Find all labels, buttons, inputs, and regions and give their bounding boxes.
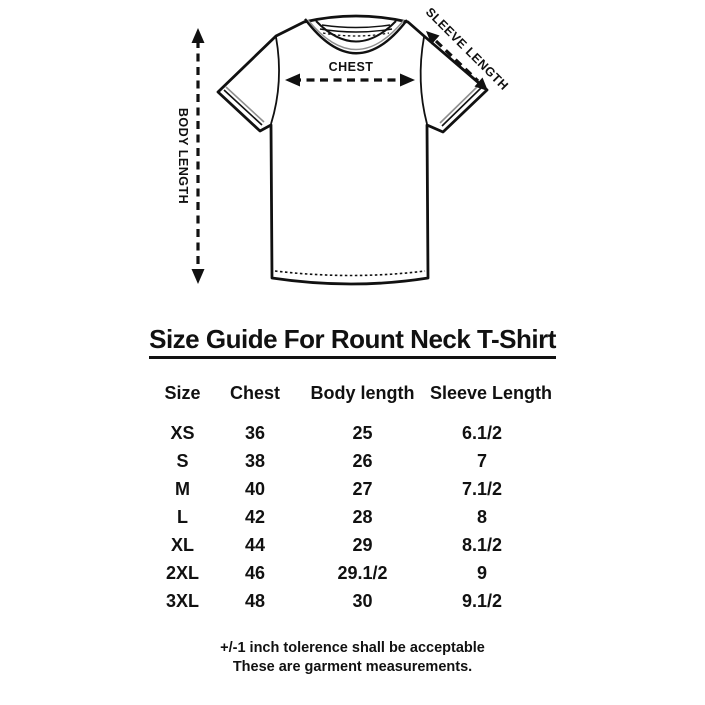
col-header-body-length: Body length bbox=[310, 383, 415, 403]
sleeve-length-cell: 8.1/2 bbox=[461, 535, 503, 555]
body-length-cell: 30 bbox=[352, 591, 373, 611]
tshirt-measurement-diagram: CHEST BODY LENGTH SLEEVE LENGTH bbox=[0, 0, 705, 312]
left-armhole-seam bbox=[270, 36, 280, 125]
tolerance-note: +/-1 inch tolerence shall be acceptable … bbox=[0, 639, 705, 677]
chest-cell: 36 bbox=[244, 423, 266, 443]
body-length-cell: 27 bbox=[352, 479, 373, 499]
right-armhole-seam bbox=[419, 36, 428, 125]
size-cell: 2XL bbox=[165, 563, 199, 583]
tshirt-diagram-svg: CHEST BODY LENGTH SLEEVE LENGTH bbox=[176, 5, 511, 286]
col-header-size: Size bbox=[164, 383, 201, 403]
col-header-sleeve-length: Sleeve Length bbox=[430, 383, 553, 403]
body-length-cell: 29 bbox=[352, 535, 373, 555]
title-section: Size Guide For Rount Neck T-Shirt bbox=[0, 324, 705, 359]
chest-cell: 46 bbox=[244, 563, 266, 583]
tshirt-outline bbox=[216, 14, 489, 286]
chest-cell: 42 bbox=[244, 507, 266, 527]
sleeve-length-cell: 9 bbox=[476, 563, 487, 583]
body-length-cell: 28 bbox=[352, 507, 373, 527]
tolerance-note-line1: +/-1 inch tolerence shall be acceptable bbox=[220, 640, 485, 656]
body-length-cell: 26 bbox=[352, 451, 373, 471]
left-cuff-stitch bbox=[223, 86, 265, 126]
sleeve-length-cell: 6.1/2 bbox=[461, 423, 503, 443]
chest-arrow: CHEST bbox=[285, 60, 415, 87]
col-header-chest: Chest bbox=[229, 383, 280, 403]
chest-cell: 38 bbox=[244, 451, 266, 471]
body-length-cell: 25 bbox=[352, 423, 373, 443]
right-cuff-stitch bbox=[439, 84, 482, 127]
body-length-cell: 29.1/2 bbox=[337, 563, 388, 583]
sleeve-length-cell: 7.1/2 bbox=[461, 479, 503, 499]
collar bbox=[304, 18, 408, 55]
chest-cell: 48 bbox=[244, 591, 266, 611]
size-cell: M bbox=[175, 479, 190, 499]
hem-stitch bbox=[274, 270, 426, 277]
sleeve-length-cell: 8 bbox=[476, 507, 487, 527]
size-cell: L bbox=[177, 507, 188, 527]
size-cell: XS bbox=[170, 423, 195, 443]
body-length-arrow: BODY LENGTH bbox=[176, 28, 205, 284]
sleeve-length-cell: 7 bbox=[476, 451, 487, 471]
chest-cell: 44 bbox=[244, 535, 266, 555]
size-table: Size Chest Body length Sleeve Length XS … bbox=[150, 383, 705, 615]
chest-label: CHEST bbox=[329, 60, 374, 74]
page-title: Size Guide For Rount Neck T-Shirt bbox=[149, 324, 556, 359]
sleeve-length-cell: 9.1/2 bbox=[461, 591, 503, 611]
tolerance-note-line2: These are garment measurements. bbox=[232, 659, 473, 675]
size-cell: 3XL bbox=[165, 591, 199, 611]
size-cell: S bbox=[176, 451, 189, 471]
size-cell: XL bbox=[170, 535, 194, 555]
chest-cell: 40 bbox=[244, 479, 266, 499]
body-length-label: BODY LENGTH bbox=[176, 108, 190, 204]
